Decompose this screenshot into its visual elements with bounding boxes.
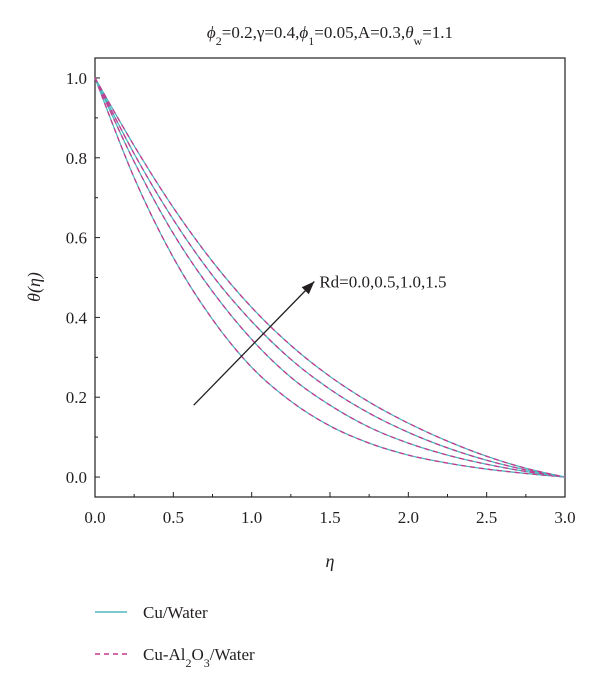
series-group bbox=[94, 77, 566, 478]
annotation-group: Rd=0.0,0.5,1.0,1.5 bbox=[193, 272, 447, 406]
y-tick-label: 0.2 bbox=[66, 388, 87, 407]
x-tick-label: 3.0 bbox=[554, 508, 575, 527]
text-part: 3 bbox=[204, 656, 210, 670]
text-part: Cu/Water bbox=[143, 603, 208, 622]
text-part: w bbox=[414, 34, 423, 48]
y-tick-label: 0.8 bbox=[66, 149, 87, 168]
x-tick-label: 1.0 bbox=[241, 508, 262, 527]
legend-label: Cu-Al2O3/Water bbox=[143, 645, 255, 670]
y-tick-label: 0.4 bbox=[66, 308, 88, 327]
y-tick-label: 0.0 bbox=[66, 468, 87, 487]
x-axis: 0.0 0.5 1.0 1.5 2.0 2.5 3.0 bbox=[84, 492, 576, 527]
series-line-cu-al2o3-water bbox=[94, 77, 566, 478]
series-line-cu-al2o3-water bbox=[94, 77, 566, 478]
text-part: ϕ bbox=[299, 23, 308, 42]
chart-title: ϕ2=0.2,γ=0.4,ϕ1=0.05,A=0.3,θw=1.1 bbox=[207, 23, 453, 48]
text-part: 1 bbox=[308, 34, 314, 48]
legend: Cu/Water Cu-Al2O3/Water bbox=[95, 603, 255, 670]
legend-label: Cu/Water bbox=[143, 603, 208, 622]
y-axis: 0.0 0.2 0.4 0.6 0.8 1.0 bbox=[66, 69, 100, 487]
text-part: =0.2,γ=0.4, bbox=[222, 23, 300, 42]
series-line-cu-al2o3-water bbox=[94, 77, 566, 478]
text-part: =1.1 bbox=[422, 23, 453, 42]
x-tick-label: 2.0 bbox=[398, 508, 419, 527]
text-part: θ bbox=[405, 23, 413, 42]
y-tick-label: 1.0 bbox=[66, 69, 87, 88]
text-part: 2 bbox=[186, 656, 192, 670]
x-tick-label: 0.0 bbox=[84, 508, 105, 527]
annotation-label: Rd=0.0,0.5,1.0,1.5 bbox=[319, 272, 446, 291]
text-part: ϕ bbox=[207, 23, 216, 42]
y-tick-label: 0.6 bbox=[66, 229, 87, 248]
text-part: Cu-Al bbox=[143, 645, 186, 664]
series-line-cu-al2o3-water bbox=[94, 77, 566, 478]
text-part: O bbox=[192, 645, 204, 664]
x-tick-label: 1.5 bbox=[319, 508, 340, 527]
y-axis-label: θ(η) bbox=[24, 272, 45, 302]
text-part: =0.05,A=0.3, bbox=[314, 23, 405, 42]
text-part: /Water bbox=[210, 645, 255, 664]
annotation-arrow bbox=[193, 281, 315, 406]
x-axis-label: η bbox=[326, 551, 335, 571]
arrow-head bbox=[301, 281, 315, 295]
text-part: 2 bbox=[216, 34, 222, 48]
x-tick-label: 0.5 bbox=[163, 508, 184, 527]
x-tick-label: 2.5 bbox=[476, 508, 497, 527]
